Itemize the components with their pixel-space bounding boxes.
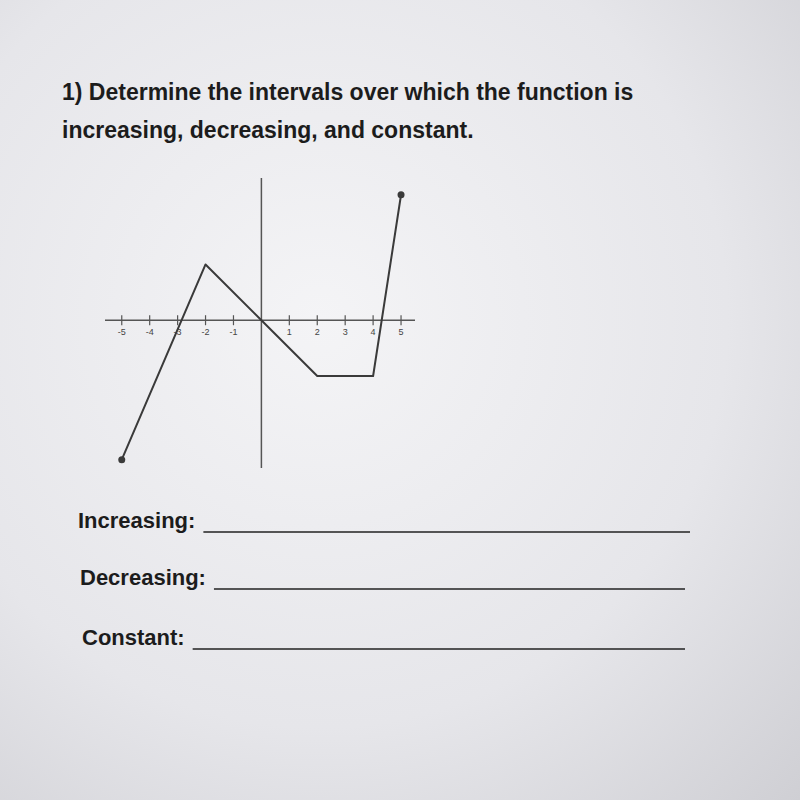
x-tick-label: 5	[399, 327, 404, 337]
answer-blank	[193, 648, 685, 650]
answer-label: Increasing:	[78, 508, 195, 533]
endpoint	[398, 191, 405, 198]
answer-label: Constant:	[82, 625, 185, 650]
x-tick	[233, 315, 234, 325]
answer-blank	[203, 531, 690, 533]
x-tick	[149, 315, 150, 325]
question-line: 1) Determine the intervals over which th…	[62, 79, 633, 105]
x-tick-label: 2	[315, 327, 320, 337]
plot-area	[118, 191, 404, 463]
x-tick	[177, 315, 178, 325]
endpoint	[118, 456, 125, 463]
question-line: increasing, decreasing, and constant.	[62, 117, 474, 143]
x-tick	[205, 315, 206, 325]
x-tick	[373, 315, 374, 325]
x-tick	[289, 315, 290, 325]
y-axis	[261, 178, 263, 468]
x-tick-label: -5	[118, 327, 126, 337]
page: 1) Determine the intervals over which th…	[0, 0, 800, 800]
x-tick	[121, 315, 122, 325]
x-tick	[400, 315, 401, 325]
x-tick-label: -2	[202, 327, 210, 337]
x-tick-label: -1	[229, 327, 237, 337]
answer-blank	[214, 588, 685, 590]
x-tick	[317, 315, 318, 325]
answer-label: Decreasing:	[80, 565, 206, 590]
x-tick-label: 4	[371, 327, 376, 337]
x-tick-label: 1	[287, 327, 292, 337]
function-line	[122, 195, 401, 460]
x-tick	[345, 315, 346, 325]
x-tick-label: -4	[146, 327, 154, 337]
x-tick-label: 3	[343, 327, 348, 337]
